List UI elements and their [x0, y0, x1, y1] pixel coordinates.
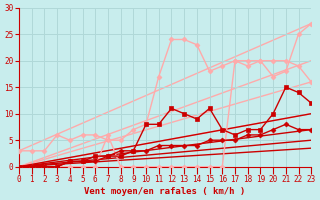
X-axis label: Vent moyen/en rafales ( km/h ): Vent moyen/en rafales ( km/h ): [84, 187, 246, 196]
